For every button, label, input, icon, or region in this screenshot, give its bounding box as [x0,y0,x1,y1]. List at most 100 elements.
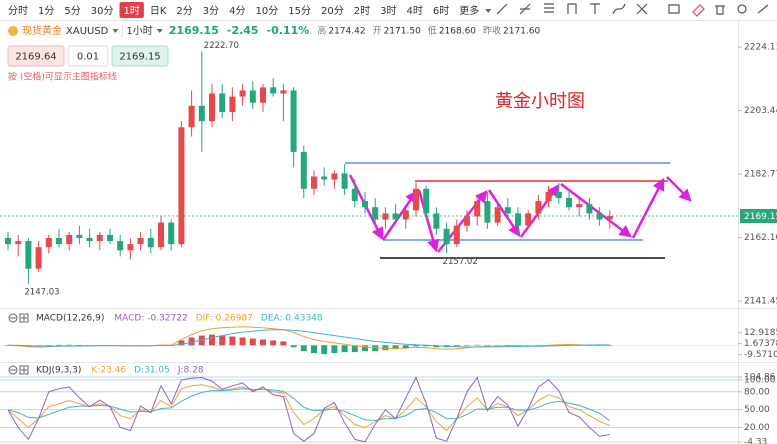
macd-bar [229,336,236,346]
toolbar-icons[interactable] [496,3,769,17]
candle-body [117,241,124,251]
period-tab[interactable]: 2分 [176,5,192,17]
macd-bar [484,345,491,346]
lots[interactable]: 0.01 [77,52,99,63]
period-tab[interactable]: 更多 [459,4,479,17]
buy-box[interactable] [111,45,169,67]
instrument-code: XAUUSD [66,26,109,37]
period-tab[interactable]: 15分 [288,5,311,17]
period-tab[interactable]: 3时 [380,5,396,17]
candle-body [576,204,583,208]
y-tick-label: 12.91859 [744,328,777,338]
dropdown-caret [485,9,492,13]
period-tab[interactable]: 10分 [256,5,279,17]
sell-price[interactable]: 2169.64 [15,52,56,63]
panel-icons[interactable] [8,313,29,375]
change: -2.45 [227,24,259,37]
macd-bar [66,344,73,346]
dropdown-caret [156,29,163,33]
macd-bar [249,338,256,346]
candle-body [311,176,317,189]
y-tick-label: 50.00 [744,405,770,415]
instrument-name: 现货黄金 [22,24,62,37]
sell-box[interactable] [7,45,65,67]
legend-entry: J:8.28 [177,366,204,376]
candle-body [606,216,613,220]
candle-body [168,222,175,245]
candle-body [188,105,195,128]
macd-bar [351,345,358,353]
candle-body [453,225,460,245]
candle-body [270,87,277,94]
candle-body [515,213,521,226]
candle-body [178,127,185,245]
y-tick-label: 80.00 [744,387,770,397]
legend-entry: DIF: 0.26987 [196,314,253,324]
candle-body [219,93,226,112]
period-tab[interactable]: 日K [150,6,167,17]
candle-body [56,237,62,245]
macd-bar [362,345,368,352]
candle-body [321,176,328,180]
y-tick-label: 2224.11 [744,43,777,53]
dropdown-caret [112,29,119,33]
candle-body [96,234,103,242]
candle-body [545,191,552,202]
candle-body [290,90,297,152]
period-tab[interactable]: 20分 [321,5,344,17]
stat-value: 2171.60 [503,27,540,37]
candle-body [249,90,256,103]
period-tab[interactable]: 1分 [38,5,54,17]
last-price: 2169.15 [169,24,219,37]
chart-title: 黄金小时图 [495,91,585,112]
candle-body [402,210,409,220]
period-tab[interactable]: 分时 [8,5,28,17]
macd-bar [423,345,430,347]
period-tab[interactable]: 6时 [433,5,449,17]
candle-body [209,93,215,122]
candle-body [555,191,562,199]
macd-bar [474,344,481,346]
macd-bar [219,335,226,346]
candle-body [351,188,358,202]
macd-bar [331,345,338,354]
stat-label: 低 [428,25,437,37]
macd-bar [413,345,419,347]
macd-bar [188,337,195,346]
legend-entry: K:23.46 [91,366,126,376]
candle-body [362,201,368,208]
indicator-title: MACD(12,26,9) [36,314,104,324]
lots-box[interactable] [67,45,109,67]
macd-bar [260,339,266,346]
candle-body [198,105,205,122]
period-tab-bg [119,2,144,18]
candle-body [137,237,144,245]
candle-body [474,201,481,217]
candle-body [260,87,266,103]
candle-body [504,207,511,214]
gold-icon [8,26,18,36]
macd-bar [280,341,287,346]
period-tab[interactable]: 4分 [229,5,245,17]
candle-body [566,198,572,208]
candle-body [35,247,42,269]
candle-body [433,213,440,229]
period-tab[interactable]: 2时 [354,5,370,17]
period-tab[interactable]: 1时 [123,5,139,17]
period-tab[interactable]: 5分 [64,5,80,17]
macd-bar [239,337,246,346]
price-annotation: 2222.70 [204,41,239,51]
period-tab[interactable]: 4时 [407,5,423,17]
period-tab[interactable]: 3分 [203,5,219,17]
stat-label: 昨收 [483,25,501,37]
y-tick-label: 20.00 [744,423,770,433]
period-tab[interactable]: 30分 [91,5,114,17]
y-tick-label: 2203.44 [744,106,777,116]
candle-body [464,216,470,226]
macd-bar [5,345,11,346]
buy-price[interactable]: 2169.15 [119,52,160,63]
y-tick-label: 1.67378 [744,339,777,349]
macd-bar [525,345,532,346]
